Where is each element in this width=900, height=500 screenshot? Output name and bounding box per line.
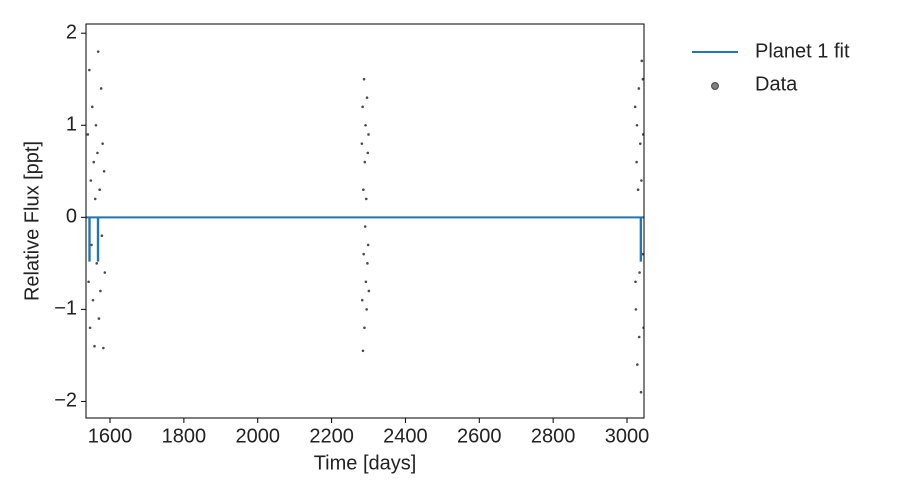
data-point bbox=[89, 179, 93, 182]
data-point bbox=[92, 160, 96, 164]
x-tick-label: 1800 bbox=[162, 425, 207, 447]
data-point bbox=[364, 123, 367, 127]
data-point bbox=[88, 68, 91, 72]
data-point bbox=[639, 142, 642, 145]
data-point bbox=[87, 280, 90, 284]
legend-label: Data bbox=[755, 73, 798, 95]
data-point bbox=[363, 225, 367, 228]
data-point bbox=[635, 160, 638, 164]
data-point bbox=[99, 87, 103, 90]
y-tick-label: −2 bbox=[54, 390, 77, 412]
data-point bbox=[635, 123, 639, 127]
data-point bbox=[360, 142, 364, 145]
data-point bbox=[637, 87, 641, 90]
data-point bbox=[641, 133, 644, 136]
data-point bbox=[99, 289, 102, 293]
data-point bbox=[641, 77, 644, 81]
x-tick-label: 2000 bbox=[235, 425, 280, 447]
data-point bbox=[640, 59, 644, 63]
data-point bbox=[96, 151, 99, 155]
data-point bbox=[90, 243, 93, 247]
x-axis-label: Time [days] bbox=[314, 452, 417, 474]
x-tick-label: 3000 bbox=[605, 425, 650, 447]
data-point bbox=[633, 105, 637, 109]
data-point bbox=[362, 77, 366, 81]
data-point bbox=[637, 335, 641, 339]
data-point bbox=[102, 169, 106, 173]
y-tick-label: −1 bbox=[54, 298, 77, 320]
y-tick-label: 2 bbox=[66, 21, 77, 43]
data-point bbox=[361, 349, 365, 353]
fit-line bbox=[86, 216, 644, 262]
y-tick-label: 0 bbox=[66, 206, 77, 228]
x-tick-label: 2400 bbox=[383, 425, 428, 447]
data-point bbox=[363, 326, 366, 330]
data-point bbox=[360, 298, 364, 302]
data-point bbox=[634, 280, 637, 284]
data-point bbox=[100, 234, 104, 238]
data-point bbox=[86, 133, 90, 136]
data-point bbox=[367, 133, 370, 136]
data-point bbox=[640, 179, 643, 182]
plot-frame bbox=[85, 23, 645, 419]
data-point bbox=[93, 344, 96, 348]
legend-marker bbox=[711, 82, 719, 90]
data-point bbox=[97, 317, 101, 320]
data-point bbox=[636, 363, 639, 366]
data-point bbox=[363, 160, 367, 164]
data-point bbox=[366, 151, 370, 155]
data-point bbox=[639, 390, 643, 394]
data-point bbox=[634, 308, 638, 311]
x-tick-label: 1600 bbox=[88, 425, 133, 447]
legend-label: Planet 1 fit bbox=[755, 40, 850, 62]
data-point bbox=[93, 197, 97, 201]
plot-area bbox=[86, 50, 644, 394]
x-tick-label: 2800 bbox=[531, 425, 576, 447]
data-point bbox=[103, 271, 107, 274]
data-point bbox=[90, 105, 94, 109]
data-point bbox=[91, 298, 95, 302]
data-point bbox=[365, 308, 368, 311]
x-tick-label: 2200 bbox=[309, 425, 354, 447]
data-point bbox=[362, 188, 365, 192]
data-point bbox=[366, 262, 369, 265]
y-axis-label: Relative Flux [ppt] bbox=[21, 141, 43, 301]
data-point bbox=[102, 346, 105, 350]
data-point bbox=[94, 123, 98, 127]
data-point bbox=[364, 197, 368, 201]
data-point bbox=[364, 280, 368, 284]
data-point bbox=[638, 271, 641, 274]
data-point bbox=[366, 243, 370, 247]
x-tick-label: 2600 bbox=[457, 425, 502, 447]
data-point bbox=[365, 96, 369, 99]
data-point bbox=[95, 262, 99, 265]
data-point bbox=[98, 188, 101, 192]
data-point bbox=[362, 252, 366, 256]
y-tick-label: 1 bbox=[66, 114, 77, 136]
data-point bbox=[96, 50, 100, 53]
data-point bbox=[636, 188, 640, 192]
data-point bbox=[101, 142, 104, 145]
data-point bbox=[367, 289, 371, 293]
data-point bbox=[88, 326, 92, 330]
data-point bbox=[361, 105, 364, 109]
